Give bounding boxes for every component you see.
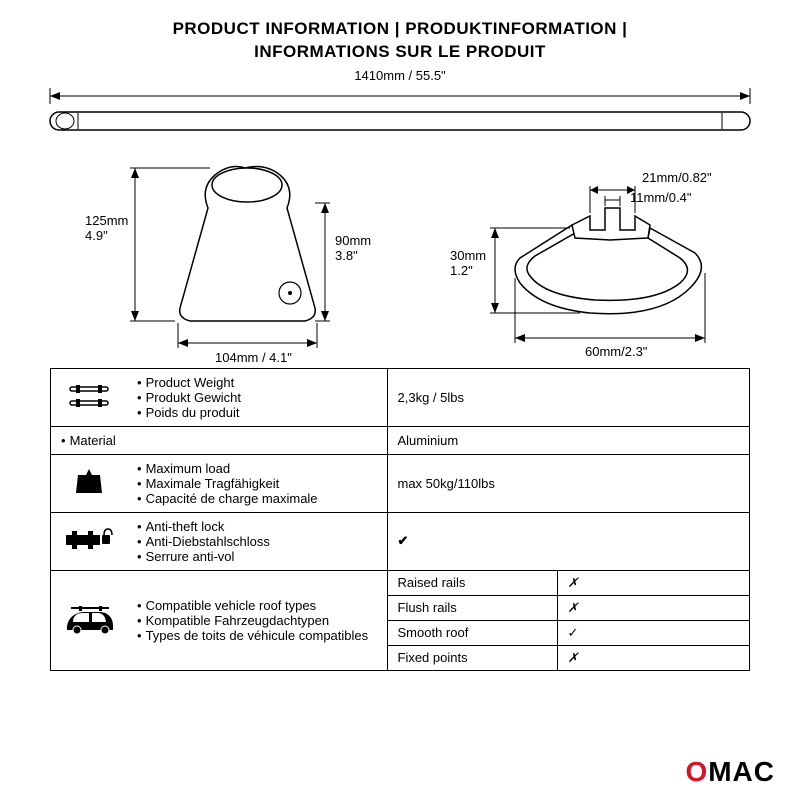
dimension-diagrams: 1410mm / 55.5" <box>30 68 770 368</box>
weight-labels: Product Weight Produkt Gewicht Poids du … <box>137 375 377 420</box>
row-material: Material Aluminium <box>51 426 750 454</box>
brand-logo: OMAC <box>685 756 775 788</box>
dim-foot-w: 104mm / 4.1" <box>215 350 292 365</box>
page-title: PRODUCT INFORMATION | PRODUKTINFORMATION… <box>0 0 800 68</box>
row-compat-0: Compatible vehicle roof types Kompatible… <box>51 570 750 595</box>
car-icon <box>51 570 128 670</box>
dim-foot-h-outer: 125mm 4.9" <box>85 213 128 243</box>
row-antitheft: Anti-theft lock Anti-Diebstahlschloss Se… <box>51 512 750 570</box>
diagram-svg <box>30 68 770 368</box>
dim-profile-h: 30mm 1.2" <box>450 248 486 278</box>
maxload-icon <box>51 454 128 512</box>
dim-foot-h-inner: 90mm 3.8" <box>335 233 371 263</box>
material-value: Aluminium <box>387 426 750 454</box>
dim-profile-slot: 11mm/0.4" <box>630 190 691 205</box>
row-weight: Product Weight Produkt Gewicht Poids du … <box>51 368 750 426</box>
maxload-labels: Maximum load Maximale Tragfähigkeit Capa… <box>137 461 377 506</box>
antitheft-value: ✔ <box>387 512 750 570</box>
row-maxload: Maximum load Maximale Tragfähigkeit Capa… <box>51 454 750 512</box>
weight-icon <box>51 368 128 426</box>
antitheft-labels: Anti-theft lock Anti-Diebstahlschloss Se… <box>137 519 377 564</box>
maxload-value: max 50kg/110lbs <box>387 454 750 512</box>
weight-value: 2,3kg / 5lbs <box>387 368 750 426</box>
dim-profile-w: 60mm/2.3" <box>585 344 647 359</box>
lock-icon <box>51 512 128 570</box>
spec-table: Product Weight Produkt Gewicht Poids du … <box>50 368 750 671</box>
compat-labels: Compatible vehicle roof types Kompatible… <box>137 598 377 643</box>
dim-profile-top: 21mm/0.82" <box>642 170 712 185</box>
